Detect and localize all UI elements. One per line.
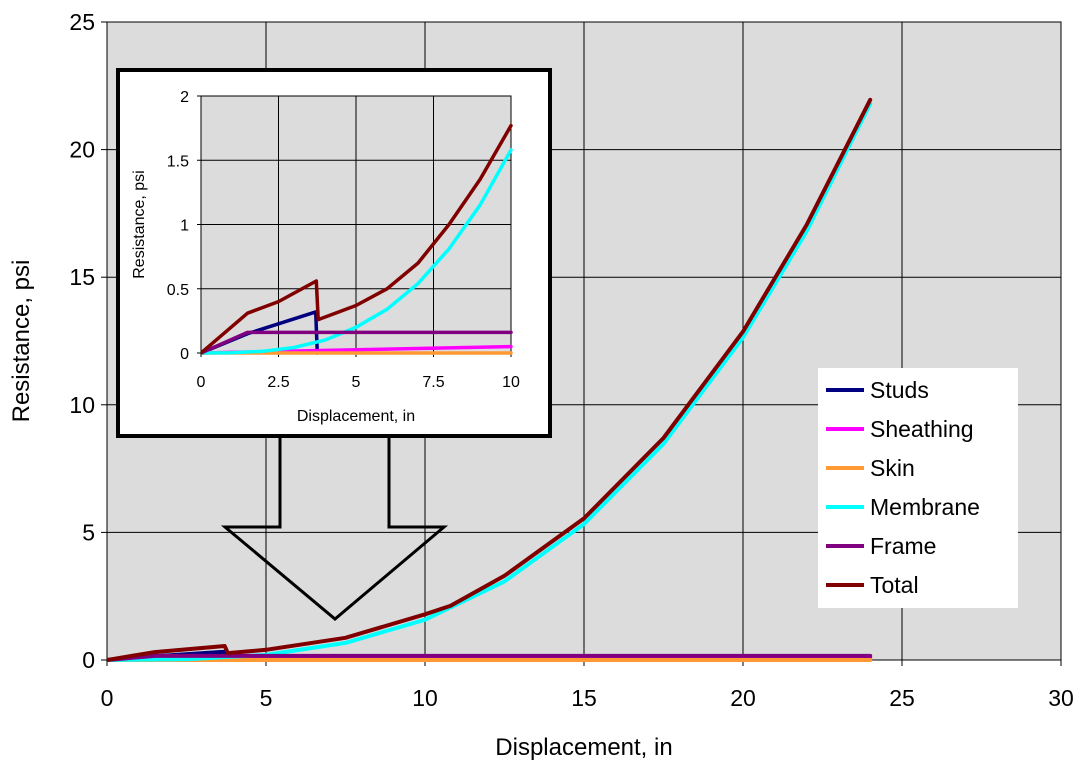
zoom-arrow <box>220 434 449 621</box>
y-tick-label: 0.5 <box>167 282 189 299</box>
legend-label-total: Total <box>870 572 919 598</box>
legend-label-skin: Skin <box>870 455 915 481</box>
y-tick-label: 0 <box>82 647 95 673</box>
inset-chart: 0 2.5 5 7.5 10 0 0.5 1 1.5 2 Displacement, in Resis… <box>131 89 520 425</box>
legend-label-membrane: Membrane <box>870 494 980 520</box>
legend-label-sheathing: Sheathing <box>870 416 974 442</box>
y-tick-label: 0 <box>180 346 189 363</box>
series-group <box>201 123 513 355</box>
x-tick-label: 10 <box>502 374 520 391</box>
x-tick-label: 20 <box>730 685 756 711</box>
y-axis-label: Resistance, psi <box>8 260 35 423</box>
series-line-total <box>201 123 513 355</box>
y-axis-label: Resistance, psi <box>131 170 148 279</box>
series-line-membrane <box>201 148 513 355</box>
x-tick-label: 15 <box>571 685 597 711</box>
y-tick-label: 25 <box>69 9 95 35</box>
series-line-frame <box>201 330 513 355</box>
y-tick-label: 15 <box>69 264 95 290</box>
x-tick-label: 5 <box>260 685 273 711</box>
y-tick-label: 1.5 <box>167 153 189 170</box>
x-tick-label: 2.5 <box>267 374 289 391</box>
y-tick-label: 1 <box>180 218 189 235</box>
x-tick-label: 0 <box>197 374 206 391</box>
x-axis-label: Displacement, in <box>495 734 672 761</box>
y-tick-label: 10 <box>69 392 95 418</box>
y-tick-label: 20 <box>69 137 95 163</box>
legend-label-frame: Frame <box>870 533 936 559</box>
x-tick-label: 25 <box>889 685 915 711</box>
x-tick-label: 10 <box>412 685 438 711</box>
x-tick-label: 7.5 <box>422 374 444 391</box>
x-tick-label: 0 <box>101 685 114 711</box>
legend: Studs Sheathing Skin Membrane Frame Total <box>818 368 1018 608</box>
x-tick-label: 30 <box>1048 685 1074 711</box>
x-tick-label: 5 <box>352 374 361 391</box>
legend-label-studs: Studs <box>870 377 929 403</box>
x-axis-label: Displacement, in <box>297 408 415 425</box>
series-group <box>107 97 873 662</box>
series-line-total <box>107 97 873 662</box>
y-tick-label: 2 <box>180 89 189 106</box>
y-tick-label: 5 <box>82 519 95 545</box>
legend-box <box>818 368 1018 608</box>
